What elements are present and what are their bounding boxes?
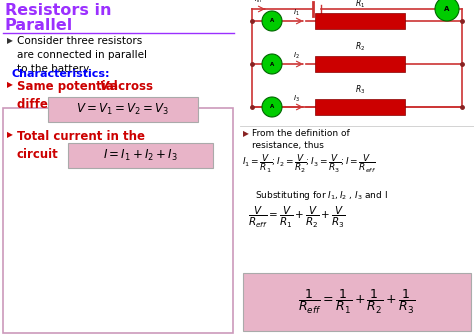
Text: A: A [270,18,274,24]
Bar [0,0,237,336]
Text: V: V [99,80,108,93]
Text: ▶: ▶ [7,36,13,45]
Text: across
each resistor: across each resistor [106,80,193,111]
Text: $\dfrac{1}{R_{eff}} = \dfrac{1}{R_1} + \dfrac{1}{R_2} + \dfrac{1}{R_3}$: $\dfrac{1}{R_{eff}} = \dfrac{1}{R_1} + \… [299,288,416,316]
Text: Consider three resistors
are connected in parallel
to the battery: Consider three resistors are connected i… [17,36,147,74]
Circle shape [262,54,282,74]
Text: $I_1$: $I_1$ [292,8,300,18]
Text: $I_{in}$: $I_{in}$ [254,0,262,5]
Text: ▶: ▶ [7,130,13,139]
Text: $R_3$: $R_3$ [355,84,365,96]
Text: Same potential
difference,: Same potential difference, [17,80,118,111]
Text: $\dfrac{V}{R_{eff}} = \dfrac{V}{R_1} + \dfrac{V}{R_2} + \dfrac{V}{R_3}$: $\dfrac{V}{R_{eff}} = \dfrac{V}{R_1} + \… [248,205,346,230]
Bar [243,273,471,331]
Text: A: A [444,6,450,12]
Text: Substituting for $I_1, I_2$ , $I_3$ and I: Substituting for $I_1, I_2$ , $I_3$ and … [255,189,388,202]
Text: Total current in the
circuit: Total current in the circuit [17,130,145,161]
Bar [315,56,405,72]
Text: $I = I_1 + I_2 + I_3$: $I = I_1 + I_2 + I_3$ [102,148,177,163]
Bar [315,13,405,29]
Text: ▶: ▶ [243,129,249,138]
Circle shape [262,11,282,31]
Text: From the definition of
resistance, thus: From the definition of resistance, thus [252,129,350,150]
Text: A: A [270,61,274,67]
Text: $V = V_1 = V_2 = V_3$: $V = V_1 = V_2 = V_3$ [76,102,170,117]
Text: $I_3$: $I_3$ [292,94,300,104]
Text: $R_1$: $R_1$ [355,0,365,10]
Text: Resistors in: Resistors in [5,3,111,18]
Bar [3,108,233,333]
Text: $I_2$: $I_2$ [292,51,300,61]
Text: ▶: ▶ [7,80,13,89]
Bar [48,97,198,122]
Text: $I_1 = \dfrac{V}{R_1}; I_2 = \dfrac{V}{R_2}; I_3 = \dfrac{V}{R_3}; I = \dfrac{V}: $I_1 = \dfrac{V}{R_1}; I_2 = \dfrac{V}{R… [242,153,376,175]
Circle shape [262,97,282,117]
Text: A: A [270,104,274,110]
Circle shape [435,0,459,21]
Bar [315,99,405,115]
Bar [68,143,213,168]
Text: Characteristics:: Characteristics: [12,69,110,79]
Text: Parallel: Parallel [5,18,73,33]
Text: $R_2$: $R_2$ [355,41,365,53]
